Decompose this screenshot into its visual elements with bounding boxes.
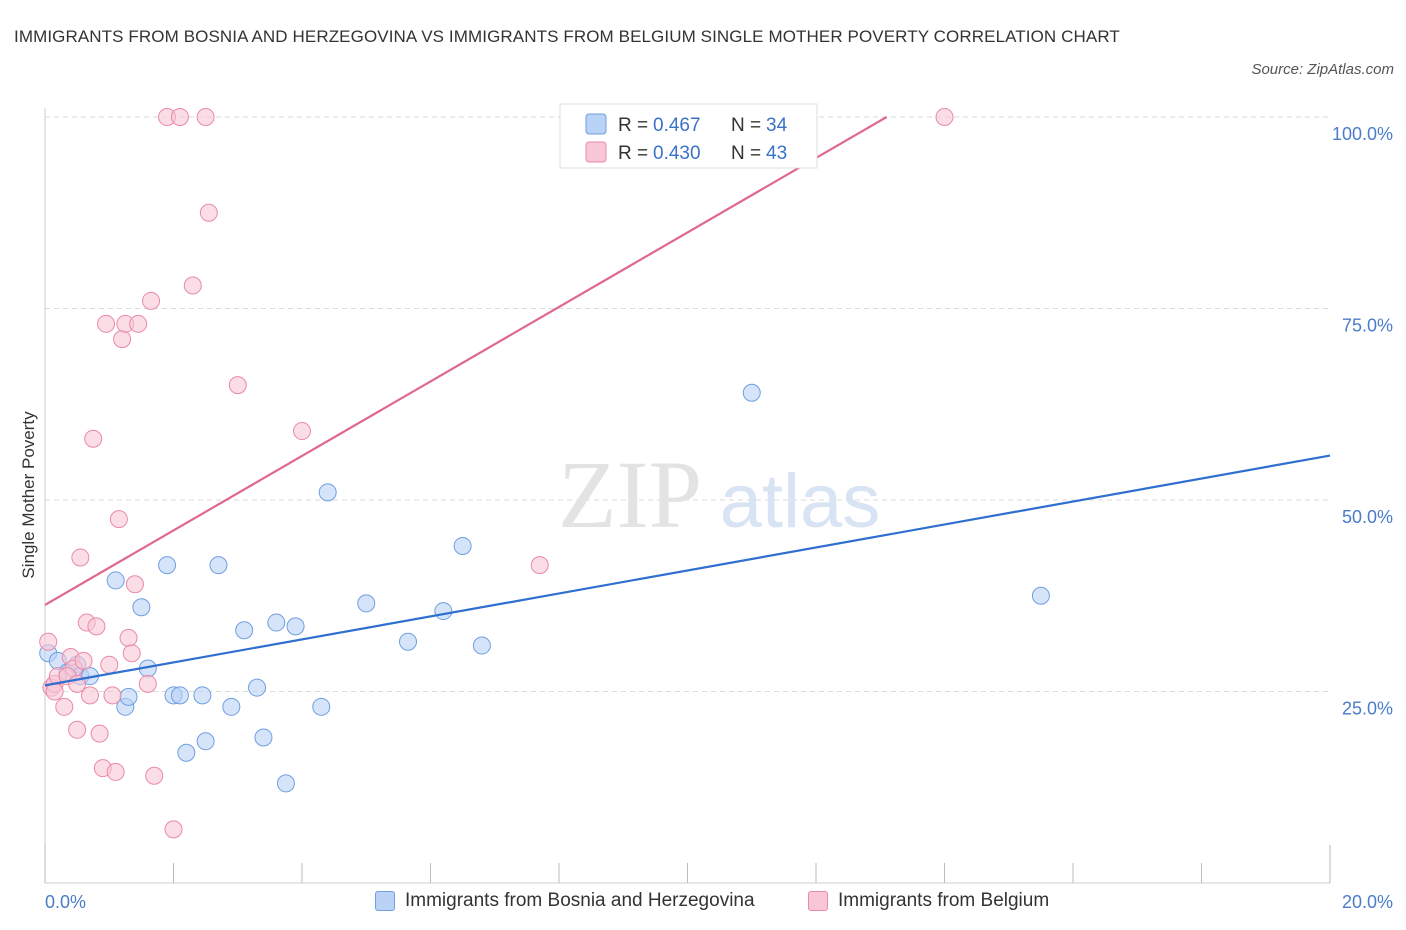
bosnia-point-12 <box>170 686 189 705</box>
belgium-point-19 <box>106 762 125 781</box>
bosnia-point-22 <box>276 774 295 793</box>
belgium-point-12 <box>84 429 103 448</box>
belgium-point-35 <box>199 203 218 222</box>
watermark-zip: ZIP <box>558 441 702 548</box>
legend-n-value-bosnia: 34 <box>766 115 788 136</box>
bosnia-point-19 <box>248 678 267 697</box>
y-tick-label-0: 100.0% <box>1332 124 1393 144</box>
watermark: ZIP atlas <box>558 441 880 548</box>
bosnia-point-14 <box>193 686 212 705</box>
belgium-point-23 <box>119 628 138 647</box>
y-axis-label: Single Mother Poverty <box>19 411 38 579</box>
belgium-point-26 <box>129 314 148 333</box>
belgium-point-4 <box>55 697 74 716</box>
belgium-point-31 <box>164 820 183 839</box>
bottom-legend-swatch-belgium <box>808 891 828 911</box>
x-tick-labels: 0.0% 20.0% <box>45 892 1393 912</box>
chart-source: Source: ZipAtlas.com <box>1251 61 1394 78</box>
bottom-legend: Immigrants from Bosnia and Herzegovina I… <box>0 888 1406 918</box>
bosnia-point-27 <box>399 632 418 651</box>
belgium-point-37 <box>293 422 311 441</box>
belgium-point-28 <box>142 291 161 310</box>
bosnia-point-31 <box>742 383 761 402</box>
belgium-point-38 <box>530 556 549 575</box>
bosnia-point-20 <box>254 728 273 747</box>
legend-swatch-bosnia <box>585 113 607 135</box>
belgium-point-7 <box>68 720 87 739</box>
bosnia-point-8 <box>132 598 151 617</box>
belgium-point-34 <box>196 108 215 126</box>
legend-r-value-belgium: 0.430 <box>653 143 701 164</box>
bottom-legend-item-belgium: Immigrants from Belgium <box>808 890 1049 912</box>
bosnia-point-23 <box>286 617 305 636</box>
bosnia-point-30 <box>472 636 491 655</box>
belgium-point-33 <box>183 276 202 295</box>
y-tick-label-1: 75.0% <box>1342 316 1393 336</box>
belgium-point-17 <box>100 655 119 674</box>
belgium-point-9 <box>74 651 93 670</box>
legend-r-label-belgium: R = <box>618 143 648 164</box>
legend-n-value-belgium: 43 <box>766 143 787 164</box>
belgium-point-16 <box>97 314 116 333</box>
bosnia-point-15 <box>196 732 215 751</box>
y-tick-label-3: 25.0% <box>1342 699 1393 719</box>
belgium-point-11 <box>80 686 99 705</box>
bosnia-point-21 <box>267 613 286 632</box>
bosnia-point-32 <box>1031 586 1050 605</box>
series-belgium <box>39 108 954 839</box>
legend-n-label-belgium: N = <box>731 143 761 164</box>
bosnia-point-18 <box>235 621 254 640</box>
bosnia-point-25 <box>318 483 337 502</box>
chart-title: IMMIGRANTS FROM BOSNIA AND HERZEGOVINA V… <box>14 27 1120 46</box>
belgium-point-24 <box>122 644 141 663</box>
belgium-point-36 <box>228 376 247 395</box>
bosnia-point-17 <box>222 697 241 716</box>
bosnia-point-33 <box>119 687 138 706</box>
belgium-point-20 <box>109 510 128 529</box>
belgium-point-18 <box>103 686 122 705</box>
legend-r-value-bosnia: 0.467 <box>653 115 701 136</box>
legend: R = 0.467 N = 34 R = 0.430 N = 43 <box>559 103 818 169</box>
bosnia-point-16 <box>209 556 228 575</box>
belgium-trend-line <box>44 116 888 606</box>
bosnia-point-29 <box>453 536 472 555</box>
belgium-point-21 <box>113 330 132 349</box>
bosnia-point-28 <box>434 602 453 621</box>
legend-swatch-belgium <box>585 141 607 163</box>
bottom-legend-item-bosnia: Immigrants from Bosnia and Herzegovina <box>375 890 755 912</box>
bosnia-point-24 <box>312 697 331 716</box>
belgium-point-29 <box>145 766 164 785</box>
watermark-atlas: atlas <box>720 459 881 544</box>
bosnia-point-26 <box>357 594 376 613</box>
belgium-point-25 <box>125 575 144 594</box>
legend-r-label-bosnia: R = <box>618 115 648 136</box>
series-bosnia <box>39 383 1050 793</box>
y-tick-label-2: 50.0% <box>1342 507 1393 527</box>
bottom-legend-label-bosnia: Immigrants from Bosnia and Herzegovina <box>405 890 755 911</box>
x-tick-label-0: 0.0% <box>45 892 86 912</box>
bosnia-point-6 <box>106 571 125 590</box>
bosnia-point-10 <box>158 556 177 575</box>
trend-lines <box>44 116 1331 687</box>
belgium-point-8 <box>71 548 90 567</box>
legend-n-label-bosnia: N = <box>731 115 761 136</box>
belgium-point-39 <box>935 108 954 126</box>
axes <box>44 108 1331 884</box>
belgium-point-0 <box>39 632 58 651</box>
bosnia-point-13 <box>177 743 196 762</box>
x-tick-label-1: 20.0% <box>1342 892 1393 912</box>
belgium-point-27 <box>138 674 157 693</box>
belgium-point-14 <box>90 724 109 743</box>
bottom-legend-swatch-bosnia <box>375 891 395 911</box>
belgium-point-13 <box>87 617 106 636</box>
y-tick-labels: 100.0% 75.0% 50.0% 25.0% <box>1332 124 1393 719</box>
gridlines <box>45 116 1330 692</box>
bottom-legend-label-belgium: Immigrants from Belgium <box>838 890 1050 911</box>
bosnia-trend-line <box>44 454 1331 687</box>
belgium-point-32 <box>170 108 189 126</box>
